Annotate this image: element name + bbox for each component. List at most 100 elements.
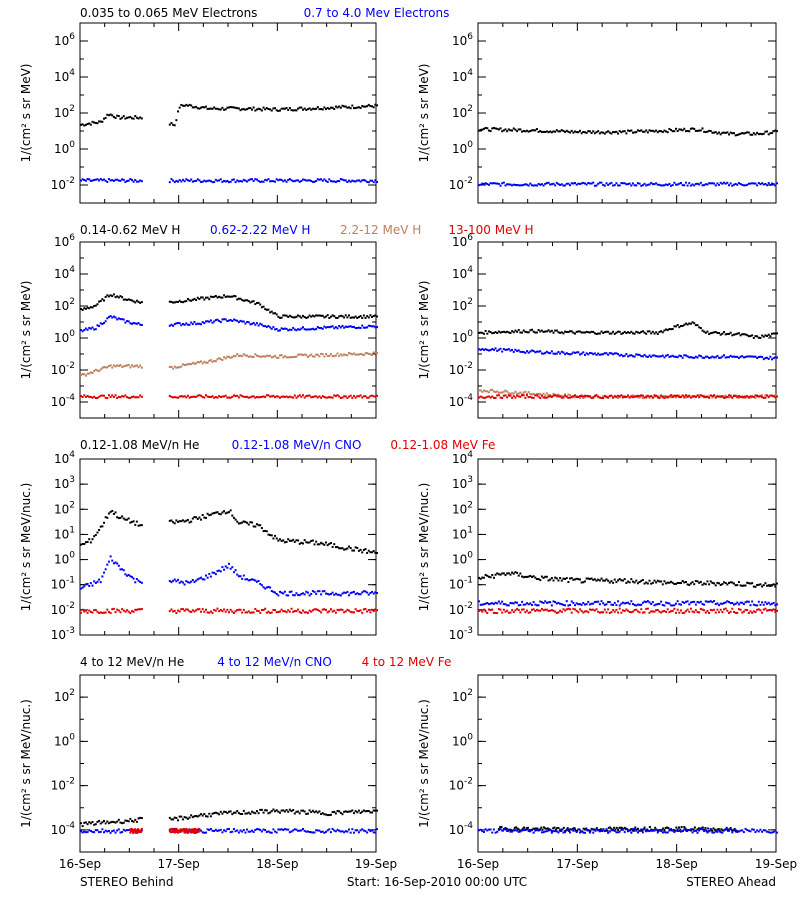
data-point xyxy=(290,356,293,359)
series-0-1-1 xyxy=(478,181,778,187)
data-point xyxy=(214,178,217,181)
data-point xyxy=(719,133,722,136)
data-point xyxy=(491,574,494,577)
data-point xyxy=(640,129,643,132)
data-point xyxy=(663,830,666,833)
data-point xyxy=(295,610,298,613)
data-point xyxy=(206,320,209,323)
data-point xyxy=(366,352,369,355)
data-point xyxy=(99,525,102,528)
data-point xyxy=(776,831,778,834)
data-point xyxy=(254,812,257,815)
data-point xyxy=(645,332,648,335)
data-point xyxy=(482,576,485,579)
data-point xyxy=(116,608,119,611)
data-point xyxy=(103,521,106,524)
data-point xyxy=(501,396,504,399)
data-point xyxy=(354,315,357,318)
data-point xyxy=(679,582,682,585)
data-point xyxy=(103,299,106,302)
data-point xyxy=(303,316,306,319)
data-point xyxy=(638,396,641,399)
data-point xyxy=(549,330,552,333)
data-point xyxy=(522,329,525,332)
data-point xyxy=(96,303,99,306)
data-point xyxy=(529,829,532,832)
data-point xyxy=(582,331,585,334)
data-point xyxy=(119,364,122,367)
data-point xyxy=(354,546,357,549)
data-point xyxy=(356,353,359,356)
data-point xyxy=(666,602,669,605)
data-point xyxy=(721,395,724,398)
data-point xyxy=(130,576,133,579)
data-point xyxy=(766,356,769,359)
data-point xyxy=(272,312,275,315)
data-point xyxy=(104,295,107,298)
data-point xyxy=(736,584,739,587)
data-point xyxy=(665,395,668,398)
legend-0-1: 0.7 to 4.0 Mev Electrons xyxy=(304,6,450,20)
data-point xyxy=(221,358,224,361)
data-point xyxy=(361,828,364,831)
data-point xyxy=(625,183,628,186)
data-point xyxy=(297,829,300,832)
data-point xyxy=(512,127,515,130)
data-point xyxy=(320,396,323,399)
data-point xyxy=(582,611,585,614)
data-point xyxy=(267,830,270,833)
data-point xyxy=(627,395,629,398)
data-point xyxy=(287,396,290,399)
data-point xyxy=(529,350,532,353)
data-point xyxy=(252,395,255,398)
data-point xyxy=(338,315,341,318)
data-point xyxy=(208,611,211,614)
data-point xyxy=(236,179,239,182)
data-point xyxy=(575,577,578,580)
data-point xyxy=(234,295,237,298)
data-point xyxy=(298,812,301,815)
data-point xyxy=(481,390,484,393)
data-point xyxy=(328,178,331,181)
data-point xyxy=(723,131,726,134)
data-point xyxy=(506,390,509,393)
data-point xyxy=(111,830,114,833)
data-point xyxy=(130,610,133,613)
data-point xyxy=(287,109,290,112)
data-point xyxy=(623,396,626,399)
data-point xyxy=(99,368,102,371)
data-point xyxy=(91,396,94,399)
data-point xyxy=(316,326,319,329)
data-point xyxy=(628,182,631,185)
data-point xyxy=(720,828,723,831)
data-point xyxy=(767,357,770,360)
data-point xyxy=(259,828,262,831)
data-point xyxy=(764,334,767,337)
data-point xyxy=(704,827,707,830)
data-point xyxy=(578,182,581,185)
data-point xyxy=(501,611,504,614)
data-point xyxy=(338,395,341,398)
data-point xyxy=(280,178,283,181)
data-point xyxy=(736,183,739,186)
data-point xyxy=(754,585,757,588)
data-point xyxy=(708,583,711,586)
data-point xyxy=(112,821,115,824)
data-point xyxy=(371,325,374,328)
data-point xyxy=(352,831,355,834)
data-point xyxy=(204,394,207,397)
legend-1-1: 0.62-2.22 MeV H xyxy=(210,223,310,237)
data-point xyxy=(84,374,87,377)
data-point xyxy=(188,103,191,106)
data-point xyxy=(559,331,562,334)
data-point xyxy=(106,317,109,320)
data-point xyxy=(607,396,610,399)
legend-3-0: 4 to 12 MeV/n He xyxy=(80,655,184,669)
data-point xyxy=(226,106,229,109)
data-point xyxy=(587,181,590,184)
data-point xyxy=(305,395,308,398)
data-point xyxy=(686,600,689,603)
data-point xyxy=(703,330,706,333)
data-point xyxy=(129,521,132,524)
data-point xyxy=(711,396,714,399)
